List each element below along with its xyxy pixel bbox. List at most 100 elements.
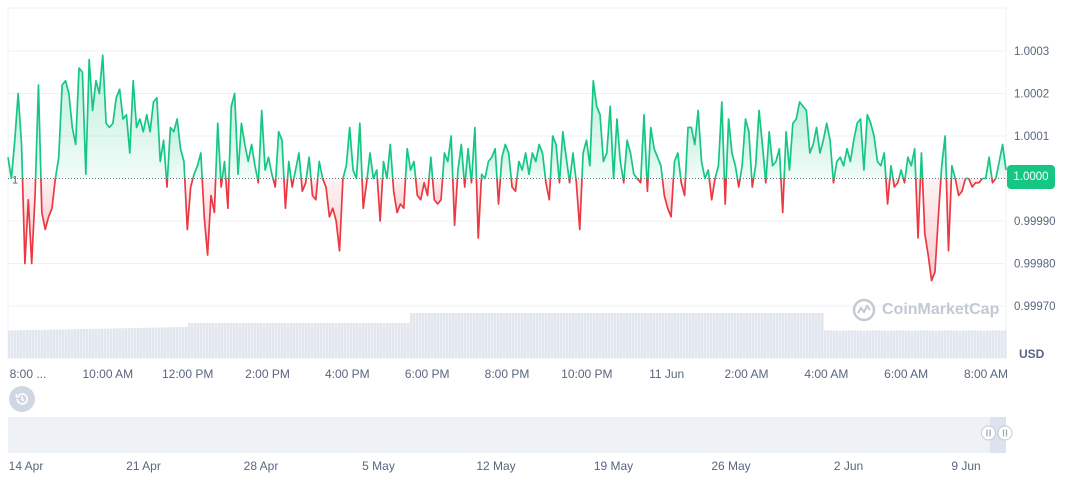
volume-bar bbox=[851, 330, 854, 358]
price-line-up bbox=[714, 101, 726, 179]
volume-bar bbox=[338, 323, 341, 358]
volume-bar bbox=[248, 323, 251, 358]
volume-bar bbox=[476, 313, 479, 358]
price-line-up bbox=[428, 156, 434, 179]
area-above-baseline bbox=[685, 110, 710, 179]
y-tick-label: 1.0002 bbox=[1014, 89, 1049, 101]
navigator-handle bbox=[997, 425, 1013, 441]
volume-bar bbox=[254, 323, 257, 358]
volume-bar bbox=[38, 329, 41, 358]
volume-bar bbox=[593, 313, 596, 358]
navigator-track bbox=[8, 417, 1006, 453]
volume-bar bbox=[815, 313, 818, 358]
volume-bar bbox=[842, 330, 845, 358]
volume-bar bbox=[326, 323, 329, 358]
volume-bar bbox=[482, 313, 485, 358]
volume-bar bbox=[413, 313, 416, 358]
volume-bar bbox=[698, 313, 701, 358]
volume-bar bbox=[527, 313, 530, 358]
volume-bar bbox=[374, 323, 377, 358]
price-line-up bbox=[672, 152, 682, 179]
price-line-down bbox=[723, 178, 728, 205]
price-line-up bbox=[950, 164, 957, 179]
volume-bar bbox=[350, 323, 353, 358]
baseline-label: 1 bbox=[12, 175, 18, 187]
volume-bar bbox=[677, 313, 680, 358]
area-below-baseline bbox=[40, 178, 56, 230]
volume-bar bbox=[986, 330, 989, 358]
volume-bar bbox=[257, 323, 260, 358]
volume-bar bbox=[59, 329, 62, 358]
price-line-up bbox=[919, 152, 924, 179]
volume-bar bbox=[965, 330, 968, 358]
area-above-baseline bbox=[581, 80, 624, 179]
navigator-tick-label: 2 Jun bbox=[834, 459, 863, 473]
area-below-baseline bbox=[662, 178, 674, 217]
volume-bar bbox=[149, 327, 152, 358]
price-line-up bbox=[441, 135, 454, 179]
volume-bar bbox=[266, 323, 269, 358]
volume-bar bbox=[215, 323, 218, 358]
volume-bar bbox=[134, 327, 137, 358]
volume-bar bbox=[335, 323, 338, 358]
volume-bar bbox=[386, 323, 389, 358]
price-line-down bbox=[183, 178, 194, 231]
price-line-up bbox=[516, 143, 547, 179]
volume-bar bbox=[308, 323, 311, 358]
volume-bar bbox=[377, 323, 380, 358]
volume-bar bbox=[107, 328, 110, 358]
volume-bar bbox=[710, 313, 713, 358]
area-above-baseline bbox=[834, 114, 886, 179]
price-line-down bbox=[645, 178, 649, 193]
price-line-down bbox=[885, 178, 891, 205]
volume-bar bbox=[596, 313, 599, 358]
volume-bar bbox=[674, 313, 677, 358]
currency-label: USD bbox=[1019, 347, 1045, 361]
volume-bar bbox=[410, 313, 413, 358]
volume-bar bbox=[989, 330, 992, 358]
volume-bar bbox=[401, 323, 404, 358]
volume-bar bbox=[383, 323, 386, 358]
volume-bar bbox=[659, 313, 662, 358]
price-line-up bbox=[752, 109, 767, 179]
volume-bar bbox=[704, 313, 707, 358]
volume-bar bbox=[581, 313, 584, 358]
volume-bar bbox=[761, 313, 764, 358]
volume-bar bbox=[521, 313, 524, 358]
volume-bar bbox=[518, 313, 521, 358]
volume-bar bbox=[209, 323, 212, 358]
price-line-down bbox=[750, 178, 755, 188]
volume-bar bbox=[947, 330, 950, 358]
price-line-up bbox=[366, 152, 379, 180]
volume-bar bbox=[194, 323, 197, 358]
volume-bar bbox=[65, 329, 68, 358]
volume-bar bbox=[623, 313, 626, 358]
volume-bar bbox=[605, 313, 608, 358]
price-line-up bbox=[499, 143, 513, 179]
volume-bar bbox=[896, 330, 899, 358]
volume-bar bbox=[908, 330, 911, 358]
volume-bar bbox=[437, 313, 440, 358]
price-line-up bbox=[221, 160, 227, 179]
volume-bar bbox=[344, 323, 347, 358]
navigator-tick-label: 12 May bbox=[476, 459, 515, 473]
volume-bar bbox=[833, 330, 836, 358]
volume-bar bbox=[155, 327, 158, 358]
volume-bar bbox=[68, 329, 71, 358]
volume-bar bbox=[275, 323, 278, 358]
y-tick-label: 0.99990 bbox=[1014, 216, 1056, 228]
volume-bar bbox=[800, 313, 803, 358]
volume-bar bbox=[398, 323, 401, 358]
price-line-up bbox=[293, 152, 303, 179]
price-line-down bbox=[256, 178, 260, 184]
area-above-baseline bbox=[167, 119, 185, 179]
price-line-up bbox=[381, 143, 394, 180]
volume-bar bbox=[362, 323, 365, 358]
volume-bar bbox=[962, 330, 965, 358]
price-line-up bbox=[192, 152, 204, 179]
volume-bar bbox=[584, 313, 587, 358]
volume-bar bbox=[380, 323, 383, 358]
volume-bar bbox=[305, 323, 308, 358]
history-button[interactable] bbox=[9, 386, 35, 412]
